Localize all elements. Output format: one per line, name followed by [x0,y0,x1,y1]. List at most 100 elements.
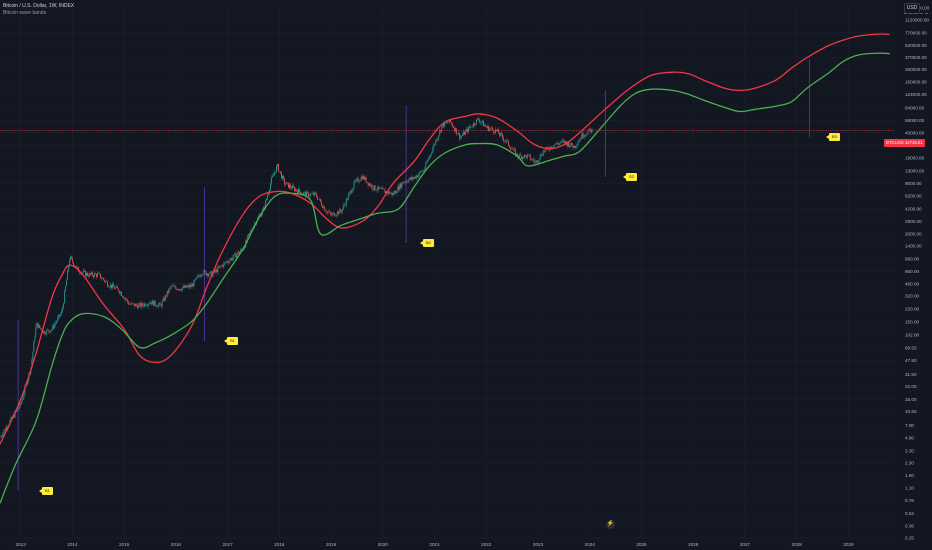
candle [417,175,419,177]
marker-tag[interactable]: B3 [826,133,840,141]
candle [61,311,63,314]
lightning-icon[interactable]: ⚡ [606,520,615,529]
candle [122,296,124,299]
marker-tag[interactable]: S1 [224,337,238,345]
candle [113,284,114,287]
candle [520,155,522,160]
candle [205,271,207,276]
candle [135,303,137,306]
candle [191,284,193,287]
candle [2,432,4,436]
candle [77,266,79,268]
candle [465,130,467,135]
signal-lines [17,59,810,491]
candle [5,427,7,431]
candle [346,198,348,200]
candle [243,248,245,251]
candle [385,191,387,194]
candle [174,285,176,288]
candle [286,182,287,185]
time-axis[interactable]: 2013 2014 2015 2016 2017 2018 2019 2020 2021 2022… [16,542,854,547]
candle [390,192,392,194]
candle [186,286,188,288]
candle [221,265,223,267]
candle [439,130,441,136]
candle [474,123,475,125]
candle [155,305,157,307]
candle [519,154,521,156]
candle [309,195,310,197]
candle [300,191,301,195]
candle [343,204,345,206]
candle [6,427,8,429]
candle [441,126,443,132]
candle [208,274,210,277]
candle [235,253,237,258]
price-tick-label: 84000.00 [905,105,925,110]
candle [11,417,13,419]
price-tick-label: 40000.00 [905,130,925,135]
marker-tag[interactable]: S2 [623,173,637,181]
marker-tag[interactable]: B1 [39,487,53,495]
candle [345,198,347,206]
price-tick-label: 660.00 [905,269,919,274]
candle [161,301,163,307]
candle [91,272,92,275]
candle [76,266,78,268]
time-tick-label: 2017 [223,542,234,547]
candle [335,215,337,216]
candle [152,300,154,306]
candle [193,280,195,287]
candle [357,178,359,182]
candle [149,302,151,304]
candle [117,288,119,292]
candle [190,285,192,287]
price-tick-label: 22.00 [905,384,917,389]
time-tick-label: 2014 [67,542,78,547]
candle [51,329,53,331]
candle [437,137,439,141]
candle [582,133,584,138]
candle [178,289,180,290]
time-tick-label: 2023 [533,542,544,547]
candle [270,183,272,190]
candle [399,183,401,190]
candle [588,128,590,132]
candle [153,300,155,306]
candle [143,303,145,307]
candle [236,254,238,258]
candle [306,191,307,197]
candle [289,184,290,188]
lower-band-line [0,52,890,504]
candle [151,300,153,305]
price-tick-label: 69.50 [905,345,917,350]
candle [283,175,284,179]
price-tick-label: 2.30 [905,461,914,466]
candle [578,140,580,143]
candle [42,331,44,333]
price-tick-label: 460.00 [905,281,919,286]
candle [288,182,289,188]
candle [482,120,483,123]
candle [581,133,583,139]
candle [195,277,197,280]
current-price-label: BTCUSD 42735.51 [884,139,925,147]
candle [196,276,198,278]
price-axis[interactable]: 1600000.001120000.00770000.00530000.0037… [905,6,930,541]
indicator-label[interactable]: Bitcoin wave bands [3,10,47,16]
candle [48,329,50,332]
marker-tag[interactable]: B2 [420,239,434,247]
candle [419,171,421,175]
candle [402,182,404,184]
candle [33,341,35,352]
candle [468,126,469,132]
candle [232,257,234,261]
candle [314,192,316,194]
candle [142,305,144,307]
candle [107,281,108,287]
candle [14,411,16,418]
candle [192,284,194,287]
candle [237,251,239,255]
candle [44,331,46,335]
